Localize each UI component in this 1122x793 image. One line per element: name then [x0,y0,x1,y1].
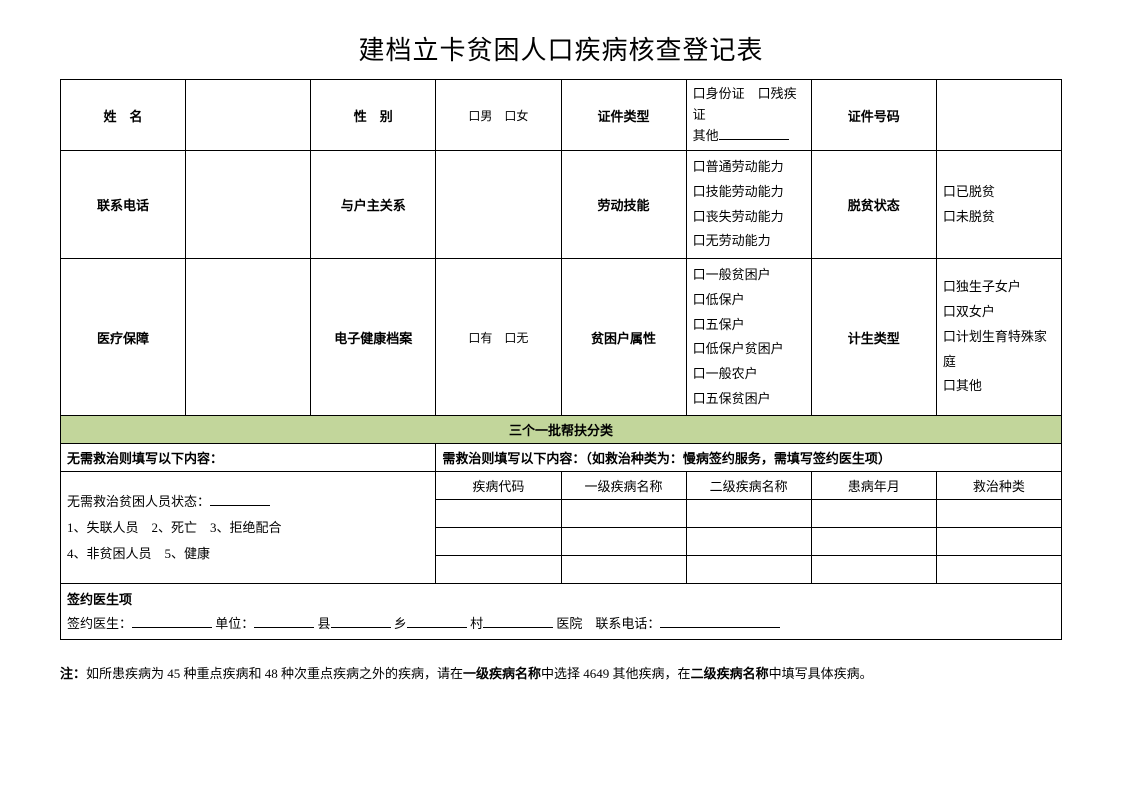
skill-options[interactable]: 口普通劳动能力 口技能劳动能力 口丧失劳动能力 口无劳动能力 [686,151,811,259]
col-disease-date: 患病年月 [811,472,936,500]
ehr-label: 电子健康档案 [311,259,436,416]
cell-2-5[interactable] [936,528,1061,556]
doctor-village-blank[interactable] [483,615,553,628]
id-no-label: 证件号码 [811,80,936,151]
row-basic-2: 联系电话 与户主关系 劳动技能 口普通劳动能力 口技能劳动能力 口丧失劳动能力 … [61,151,1062,259]
doctor-town-label: 乡 [394,616,407,631]
poor-type-label: 贫困户属性 [561,259,686,416]
cell-3-4[interactable] [811,556,936,584]
id-type-other-prefix: 其他 [693,128,719,143]
form-page: 建档立卡贫困人口疾病核查登记表 姓 名 性 别 口男 口女 证件类型 口身份证 … [0,0,1122,705]
phone-label: 联系电话 [61,151,186,259]
doctor-doc-label: 签约医生： [67,616,132,631]
id-type-options[interactable]: 口身份证 口残疾证 其他 [686,80,811,151]
doctor-unit-label: 单位： [215,616,254,631]
cell-1-4[interactable] [811,500,936,528]
footnote: 注：如所患疾病为 45 种重点疾病和 48 种次重点疾病之外的疾病，请在一级疾病… [60,664,1062,685]
id-type-other-blank[interactable] [719,139,789,140]
cell-2-2[interactable] [561,528,686,556]
col-disease-code: 疾病代码 [436,472,561,500]
section-headers-row: 无需救治则填写以下内容： 需救治则填写以下内容：（如救治种类为：慢病签约服务，需… [61,444,1062,472]
disease-header-row: 无需救治贫困人员状态： 1、失联人员 2、死亡 3、拒绝配合 4、非贫困人员 5… [61,472,1062,500]
note-body1: 如所患疾病为 45 种重点疾病和 48 种次重点疾病之外的疾病，请在 [86,666,463,681]
note-body2: 中选择 4649 其他疾病，在 [541,666,691,681]
id-type-line1: 口身份证 口残疾证 [693,86,797,122]
doctor-county-blank[interactable] [331,615,391,628]
gender-label: 性 别 [311,80,436,151]
cell-1-2[interactable] [561,500,686,528]
poor-type-options[interactable]: 口一般贫困户 口低保户 口五保户 口低保户贫困户 口一般农户 口五保贫困户 [686,259,811,416]
main-table: 姓 名 性 别 口男 口女 证件类型 口身份证 口残疾证 其他 证件号码 联系电… [60,79,1062,640]
id-type-label: 证件类型 [561,80,686,151]
doctor-county-label: 县 [318,616,331,631]
doctor-phone-label: 联系电话： [595,616,660,631]
med-value[interactable] [186,259,311,416]
note-prefix: 注： [60,666,86,681]
doctor-town-blank[interactable] [407,615,467,628]
row-basic-3: 医疗保障 电子健康档案 口有 口无 贫困户属性 口一般贫困户 口低保户 口五保户… [61,259,1062,416]
no-treat-header: 无需救治则填写以下内容： [61,444,436,472]
need-treat-header: 需救治则填写以下内容：（如救治种类为：慢病签约服务，需填写签约医生项） [436,444,1062,472]
poverty-options[interactable]: 口已脱贫 口未脱贫 [936,151,1061,259]
page-title: 建档立卡贫困人口疾病核查登记表 [60,30,1062,67]
doctor-cell[interactable]: 签约医生项 签约医生： 单位： 县 乡 村 医院 联系电话： [61,584,1062,640]
section-green-row: 三个一批帮扶分类 [61,416,1062,444]
no-treat-blank[interactable] [210,493,270,506]
ehr-options[interactable]: 口有 口无 [436,259,561,416]
relation-value[interactable] [436,151,561,259]
cell-3-2[interactable] [561,556,686,584]
doctor-village-label: 村 [470,616,483,631]
phone-value[interactable] [186,151,311,259]
doctor-unit-blank[interactable] [254,615,314,628]
doctor-phone-blank[interactable] [660,615,780,628]
poverty-label: 脱贫状态 [811,151,936,259]
id-no-value[interactable] [936,80,1061,151]
col-treat-type: 救治种类 [936,472,1061,500]
no-treat-line2: 1、失联人员 2、死亡 3、拒绝配合 [67,520,282,535]
gender-options[interactable]: 口男 口女 [436,80,561,151]
relation-label: 与户主关系 [311,151,436,259]
name-label: 姓 名 [61,80,186,151]
cell-2-1[interactable] [436,528,561,556]
cell-1-3[interactable] [686,500,811,528]
no-treat-line1: 无需救治贫困人员状态： [67,494,210,509]
no-treat-block[interactable]: 无需救治贫困人员状态： 1、失联人员 2、死亡 3、拒绝配合 4、非贫困人员 5… [61,472,436,584]
row-basic-1: 姓 名 性 别 口男 口女 证件类型 口身份证 口残疾证 其他 证件号码 [61,80,1062,151]
note-body3: 中填写具体疾病。 [769,666,873,681]
doctor-hosp-label: 医院 [556,616,582,631]
doctor-title: 签约医生项 [67,592,132,607]
med-label: 医疗保障 [61,259,186,416]
cell-3-3[interactable] [686,556,811,584]
name-value[interactable] [186,80,311,151]
cell-2-4[interactable] [811,528,936,556]
no-treat-line3: 4、非贫困人员 5、健康 [67,546,210,561]
fp-options[interactable]: 口独生子女户 口双女户 口计划生育特殊家庭 口其他 [936,259,1061,416]
section-green: 三个一批帮扶分类 [61,416,1062,444]
cell-3-1[interactable] [436,556,561,584]
col-disease-l2: 二级疾病名称 [686,472,811,500]
cell-3-5[interactable] [936,556,1061,584]
skill-label: 劳动技能 [561,151,686,259]
doctor-row: 签约医生项 签约医生： 单位： 县 乡 村 医院 联系电话： [61,584,1062,640]
doctor-doc-blank[interactable] [132,615,212,628]
note-bold1: 一级疾病名称 [463,666,541,681]
cell-1-1[interactable] [436,500,561,528]
note-bold2: 二级疾病名称 [691,666,769,681]
fp-label: 计生类型 [811,259,936,416]
col-disease-l1: 一级疾病名称 [561,472,686,500]
cell-2-3[interactable] [686,528,811,556]
cell-1-5[interactable] [936,500,1061,528]
